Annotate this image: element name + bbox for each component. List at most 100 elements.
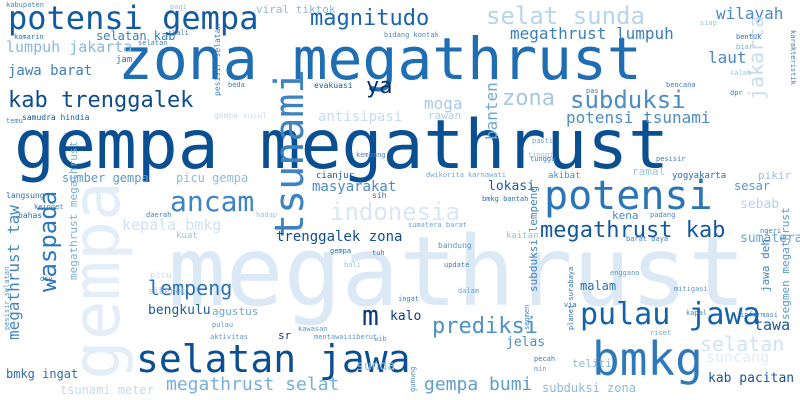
word-kab-trenggalek: kab trenggalek xyxy=(8,88,194,113)
word-via: via xyxy=(564,301,577,309)
word-pesisir-selatan: pesisir selatan xyxy=(3,266,11,330)
word-min: min xyxy=(534,365,547,373)
word-subduksi-zona: subduksi zona xyxy=(542,381,636,395)
word-pulau: pulau xyxy=(212,321,234,329)
word-selatan-jawa: selatan jawa xyxy=(136,337,411,381)
word-bmkg-bantah: bmkg bantah xyxy=(482,195,529,203)
word-gunung: gunung xyxy=(409,366,417,392)
word-ya: ya xyxy=(366,74,393,99)
word-megathrust-megathrust: megathrust megathrust xyxy=(67,140,80,280)
word-jelas: jelas xyxy=(506,335,546,350)
word-dwikorita: dwikorita xyxy=(426,171,464,179)
word-moga: moga xyxy=(424,94,463,113)
word-tinggi: tinggi xyxy=(528,151,554,159)
word-keinget: keinget xyxy=(34,203,64,211)
word-sunda: sunda xyxy=(356,359,396,374)
word-sumatera: sumatera xyxy=(740,231,800,246)
word-pulau-jawa: pulau jawa xyxy=(580,297,761,332)
word-antisipasi: antisipasi xyxy=(318,109,403,125)
word-tawa: tawa xyxy=(754,316,791,334)
word-barat-daya: barat daya xyxy=(626,235,669,243)
word-selat-sunda: selat sunda xyxy=(486,2,645,30)
word-yogyakarta: yogyakarta xyxy=(672,171,727,181)
word-dalam: dalam xyxy=(458,287,480,295)
word-picu-gempa: picu gempa xyxy=(176,171,249,185)
word-padang: padang xyxy=(650,211,676,219)
word-akibat: akibat xyxy=(548,171,581,181)
word-mentawaisiberut: mentawaisiberut xyxy=(314,333,378,341)
word-gempa-megathrust: gempa megathrust xyxy=(14,106,670,185)
word-ngeri: ngeri xyxy=(760,227,782,235)
word-kapal: kapal xyxy=(686,309,708,317)
word-bidang-kontak: bidang kontak xyxy=(384,31,439,39)
word-sumber-gempa: sumber gempa xyxy=(62,171,149,185)
word-rawan: rawan xyxy=(428,109,462,122)
word-beda: beda xyxy=(228,81,245,89)
word-wilayah: wilayah xyxy=(716,4,784,23)
word-indonesia: indonesia xyxy=(330,198,461,226)
word-kabupaten: kabupaten xyxy=(6,1,44,9)
word-sumatera-barat: sumatera barat xyxy=(408,221,468,229)
word-tsunami-meter: tsunami meter xyxy=(60,383,154,397)
word-sr: sr xyxy=(278,329,292,342)
word-tunggu: tunggu xyxy=(530,155,556,163)
word-siberut: siberut xyxy=(148,287,186,297)
word-temu: temu xyxy=(6,117,23,125)
word-sebab: sebab xyxy=(740,197,780,212)
word-kali: kali xyxy=(172,29,189,37)
word-tuh: tuh xyxy=(372,249,385,257)
word-segmen: segmen xyxy=(523,304,531,330)
word-bentuk: bentuk xyxy=(736,33,762,41)
word-megathrust-lumpuh: megathrust lumpuh xyxy=(510,24,674,43)
word-prediksi: prediksi xyxy=(432,314,538,339)
word-zona: zona xyxy=(502,86,555,111)
word-bahas: bahas xyxy=(18,211,43,220)
word-pikir: pikir xyxy=(758,169,792,182)
word-lokasi: lokasi xyxy=(488,179,535,194)
word-magnitudo: magnitudo xyxy=(310,6,430,31)
word-trenggalek-zona: trenggalek zona xyxy=(276,229,403,245)
word-agustus: agustus xyxy=(212,305,259,318)
word-lempeng: lempeng xyxy=(148,276,233,300)
word-sesar: sesar xyxy=(734,179,771,193)
word-bencana: bencana xyxy=(666,81,696,89)
word-ancam: ancam xyxy=(170,185,255,218)
word-kepala-bmkg: kepala bmkg xyxy=(122,216,222,234)
word-karakteristik: karakteristik xyxy=(789,30,797,85)
word-update: update xyxy=(444,261,470,269)
word-biar: biar xyxy=(736,43,753,51)
word-ingat: ingat xyxy=(398,295,420,303)
word-kawasan: kawasan xyxy=(298,325,328,333)
word-bmkg-ingat: bmkg ingat xyxy=(6,367,79,381)
word-laut: laut xyxy=(708,48,747,67)
word-subduksi: subduksi xyxy=(570,86,686,114)
word-picu: picu xyxy=(150,271,172,281)
word-megathrust-large: megathrust xyxy=(168,216,746,328)
word-evakuasi: evakuasi xyxy=(314,81,353,90)
word-komarin: komarin xyxy=(14,33,44,41)
word-pagi: pagi xyxy=(170,3,187,11)
word-pas: pas xyxy=(586,87,599,95)
word-planet-surabaya: planet surabaya xyxy=(567,266,575,330)
word-kuat: kuat xyxy=(176,231,198,241)
word-kab-pacitan: kab pacitan xyxy=(708,371,795,386)
word-wib: wib xyxy=(374,335,387,343)
word-kembang: kembang xyxy=(356,151,386,159)
word-pesisir: pesisir xyxy=(656,155,686,163)
word-megathrust-selat: megathrust selat xyxy=(166,374,340,395)
word-aktivitas: aktivitas xyxy=(210,333,248,341)
word-siap: siap xyxy=(700,19,717,27)
word-kalo: kalo xyxy=(390,309,422,324)
word-pasti: pasti xyxy=(532,137,554,145)
word-kena: kena xyxy=(612,209,639,222)
word-potensi-gempa: potensi gempa xyxy=(8,0,259,37)
word-kaitan: kaitan xyxy=(506,231,539,241)
word-informasi: informasi xyxy=(740,311,778,319)
word-selatan-kab: selatan kab xyxy=(96,29,176,43)
word-zona-megathrust: zona megathrust xyxy=(118,25,642,93)
word-salah: salah xyxy=(730,69,752,77)
word-megathrust-kab: megathrust kab xyxy=(540,218,726,243)
word-riset: riset xyxy=(650,329,672,337)
word-potensi: potensi xyxy=(544,173,713,219)
word-m: m xyxy=(362,299,379,332)
